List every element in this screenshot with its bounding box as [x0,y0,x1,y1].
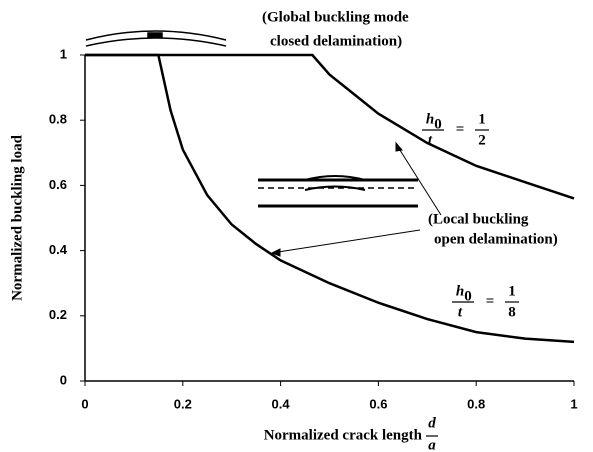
annotation-global: (Global buckling mode closed delaminatio… [262,9,409,49]
y-tick-label: 0.4 [49,242,68,257]
series-label: 8 [508,304,516,320]
series-label: 0 [434,116,442,132]
x-axis-label: Normalized crack length [264,427,423,443]
annotation-local: (Local buckling open delamination) [428,211,558,247]
global-mode-icon [85,30,227,47]
y-tick-label: 1 [60,46,67,61]
x-tick-label: 1 [570,396,577,411]
line-series [85,53,575,344]
series-label: h [426,111,434,127]
series-label: 1 [508,283,516,299]
x-tick-label: 0.2 [174,396,192,411]
y-tick-label: 0 [60,372,67,387]
x-label-frac-top: d [428,415,436,431]
x-label-frac-bottom: a [428,437,436,452]
y-tick-label: 0.2 [49,307,67,322]
x-tick-label: 0.4 [272,396,291,411]
series-label: 1 [478,111,486,127]
x-tick-label: 0.8 [467,396,485,411]
y-tick-label: 0.6 [49,177,67,192]
annotation-text: open delamination) [434,231,558,247]
series-label: t [428,132,433,148]
annotation-text: (Local buckling [428,211,529,227]
series-label: t [458,304,463,320]
line-series [85,53,575,200]
x-tick-label: 0 [81,396,88,411]
arrows [270,141,442,257]
series-label: 2 [478,132,486,148]
series-label: = [486,293,495,309]
series-label: h [456,283,464,299]
y-tick-label: 0.8 [49,112,67,127]
x-tick-label: 0.6 [369,396,387,411]
local-mode-icon [258,175,418,208]
series-label: = [456,121,465,137]
annotation-text: (Global buckling mode [262,9,409,25]
annotation-text: closed delamination) [270,33,402,49]
series-label: 0 [464,288,472,304]
y-axis-label: Normalized buckling load [9,134,25,301]
